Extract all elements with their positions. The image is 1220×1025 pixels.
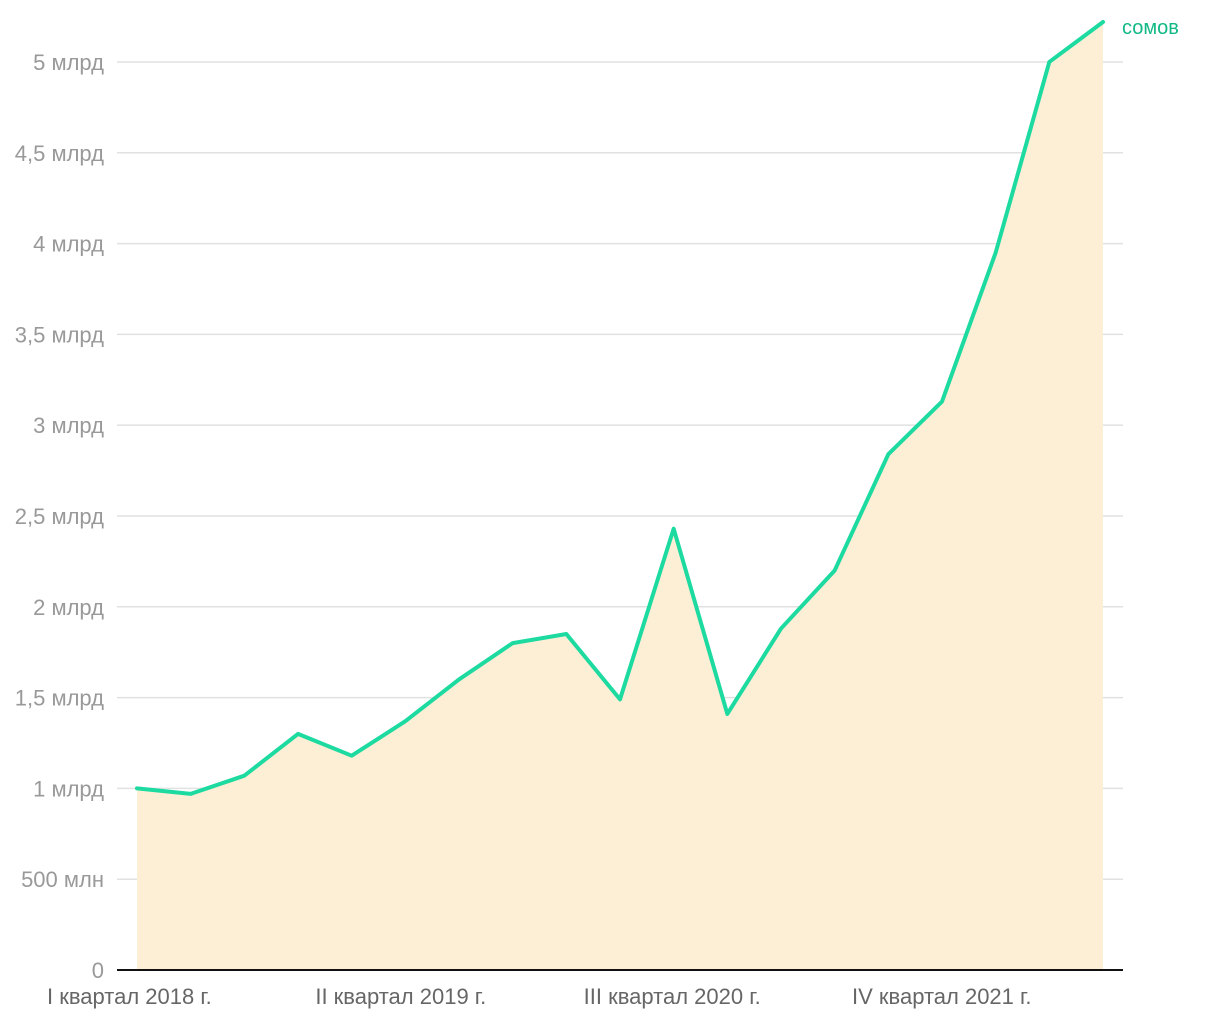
y-tick-label: 3 млрд <box>33 413 104 438</box>
y-tick-label: 2 млрд <box>33 595 104 620</box>
y-tick-label: 1,5 млрд <box>15 686 104 711</box>
y-tick-label: 2,5 млрд <box>15 504 104 529</box>
y-tick-label: 4 млрд <box>33 232 104 257</box>
x-tick-label: III квартал 2020 г. <box>584 984 761 1009</box>
series-area <box>137 22 1103 970</box>
x-tick-label: I квартал 2018 г. <box>47 984 212 1009</box>
series-line <box>135 20 1105 796</box>
y-tick-label: 500 млн <box>21 867 104 892</box>
area-layer <box>137 22 1103 970</box>
y-tick-label: 1 млрд <box>33 776 104 801</box>
x-axis-ticks: I квартал 2018 г. II квартал 2019 г. III к… <box>47 984 1031 1009</box>
x-tick-label: II квартал 2019 г. <box>315 984 486 1009</box>
y-tick-label: 3,5 млрд <box>15 322 104 347</box>
unit-label: сомов <box>1122 17 1179 39</box>
y-tick-label: 0 <box>92 958 104 983</box>
y-tick-label: 4,5 млрд <box>15 141 104 166</box>
x-tick-label: IV квартал 2021 г. <box>852 984 1031 1009</box>
y-tick-label: 5 млрд <box>33 50 104 75</box>
y-axis-ticks: 0 500 млн 1 млрд 1,5 млрд 2 млрд 2,5 млрд 3 мл… <box>15 50 104 983</box>
line-layer <box>135 20 1105 796</box>
